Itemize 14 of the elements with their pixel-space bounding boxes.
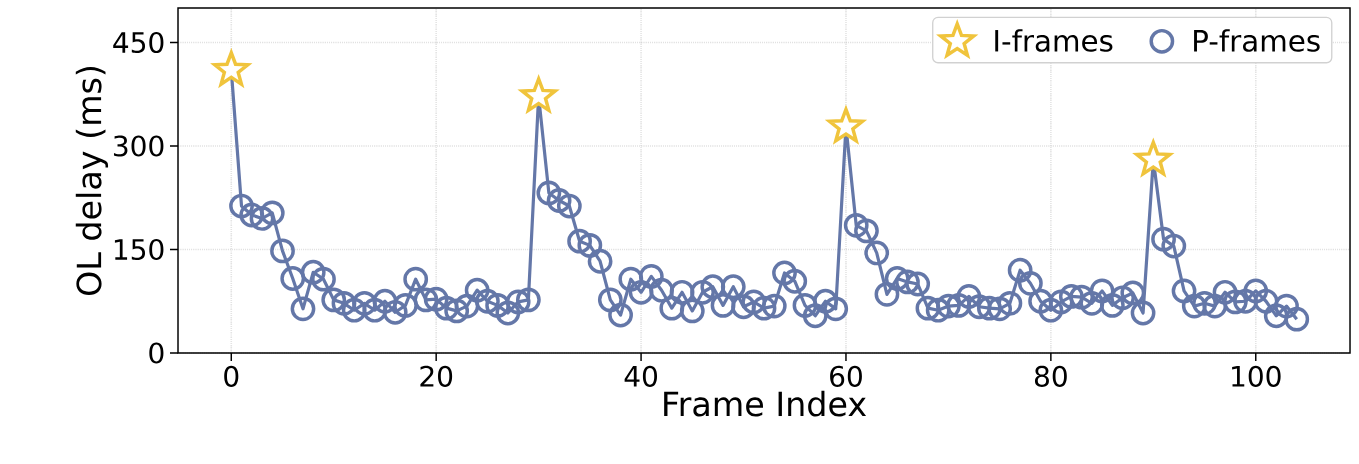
x-tick-label: 60 [830,365,862,387]
x-tick-label: 40 [624,365,658,387]
x-tick-label: 20 [420,365,453,387]
y-tick-label: 450 [113,31,164,54]
y-tick-label: 0 [149,342,164,364]
x-tick-label: 80 [1034,365,1067,387]
legend-label: I-frames [995,29,1113,52]
y-tick-label: 300 [113,135,164,157]
y-axis-title: OL delay (ms) [75,66,109,296]
x-tick-label: 0 [224,365,239,387]
x-tick-label: 100 [1232,365,1281,387]
x-axis-title: Frame Index [664,390,867,417]
y-tick-label: 150 [114,238,164,261]
legend-label: P-frames [1194,29,1320,52]
